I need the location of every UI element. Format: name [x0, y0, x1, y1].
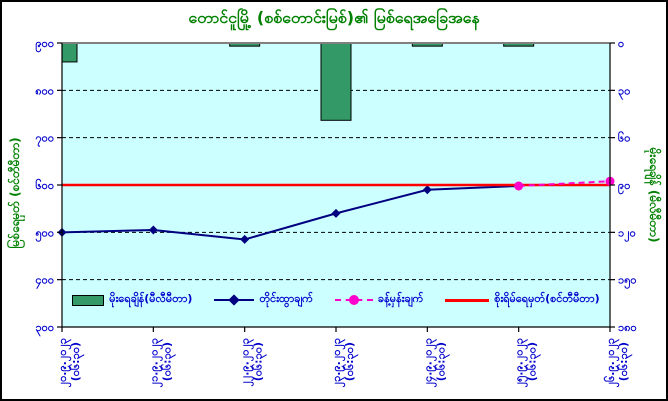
right-axis-tick-label: ၃၀: [618, 84, 630, 100]
right-axis-tick-label: ၁၈၀: [618, 321, 637, 334]
legend-label-rainfall: မိုးရေချိန်(မီလီမီတာ): [109, 292, 193, 305]
rainfall-bar: [503, 43, 535, 47]
left-axis-tick-label: ၇၀၀: [35, 132, 54, 148]
legend-label-danger-level: စိုးရိမ်ရေမှတ်(စင်တီမီတာ): [494, 292, 600, 305]
left-axis-tick-label: ၈၀၀: [35, 84, 54, 97]
circle-marker-icon: [348, 295, 359, 305]
rainfall-bar: [62, 43, 78, 63]
x-axis-label: ၂၅.၉.၂၀၂၃(၀၆:၃၀): [513, 337, 542, 387]
legend-item-rainfall: မိုးရေချိန်(မီလီမီတာ): [72, 292, 192, 308]
rainfall-bar: [229, 43, 261, 47]
right-axis-tick-label: ၀: [618, 37, 624, 50]
forecast-line: [518, 180, 611, 187]
right-axis-tick-label: ၁၅၀: [618, 274, 637, 290]
x-axis-label: ၂၂.၉.၂၀၂၃(၀၆:၃၀): [239, 337, 268, 386]
forecast-point: [514, 181, 524, 191]
left-axis-tick-label: ၄၀၀: [35, 274, 54, 290]
right-axis-tick-label: ၆၀: [618, 132, 630, 145]
rainfall-bar: [411, 43, 443, 47]
measured-point: [422, 185, 432, 195]
measured-line: [61, 184, 519, 241]
legend-item-danger-level: စိုးရိမ်ရေမှတ်(စင်တီမီတာ): [445, 292, 600, 308]
measured-point: [331, 208, 341, 218]
legend-swatch-forecast: [334, 294, 373, 306]
legend-label-forecast: ခန့်မှန်းချက်: [377, 292, 424, 305]
measured-point: [240, 234, 250, 244]
x-axis-label: ၂၁.၉.၂၀၂၃(၀၆:၃၀): [147, 337, 176, 387]
diamond-marker-icon: [228, 293, 241, 306]
x-axis-label: ၂၀.၉.၂၀၂၃(၀၆:၃၀): [56, 337, 85, 387]
left-axis-title: မြစ်ရေမှတ် (စင်တီမီတာ): [8, 137, 22, 249]
legend-swatch-measured: [214, 293, 255, 306]
measured-point: [148, 225, 158, 235]
right-axis-title: မိုးရေချိန် (မီလီမီတာ): [647, 147, 661, 243]
right-axis-tick-label: ၁၂၀: [618, 226, 636, 242]
x-axis-label: ၂၃.၉.၂၀၂၃(၀၆:၃၀): [330, 337, 359, 387]
x-axis-label: ၂၆.၉.၂၀၂၃(၀၆:၃၀): [604, 337, 633, 387]
left-axis-tick-label: ၉၀၀: [35, 37, 54, 53]
left-axis-tick-label: ၆၀၀: [35, 179, 54, 192]
rainfall-bar: [320, 43, 352, 121]
x-axis-label: ၂၄.၉.၂၀၂၃(၀၆:၃၀): [421, 337, 450, 387]
right-axis-tick-label: ၉၀: [618, 179, 630, 195]
chart-title: တောင်ငူမြို့ (စစ်တောင်းမြစ်)၏ မြစ်ရေအခြေ…: [188, 8, 480, 27]
legend: မိုးရေချိန်(မီလီမီတာ) တိုင်းထွာချက် ခန့်…: [62, 290, 610, 310]
left-axis-tick-label: ၅၀၀: [35, 226, 54, 242]
legend-item-measured: တိုင်းထွာချက်: [214, 292, 313, 308]
legend-item-forecast: ခန့်မှန်းချက်: [334, 292, 424, 308]
legend-swatch-danger-level: [445, 298, 490, 302]
legend-label-measured: တိုင်းထွာချက်: [259, 292, 313, 305]
legend-swatch-rainfall: [72, 294, 105, 306]
left-axis-tick-label: ၃၀၀: [35, 321, 54, 337]
